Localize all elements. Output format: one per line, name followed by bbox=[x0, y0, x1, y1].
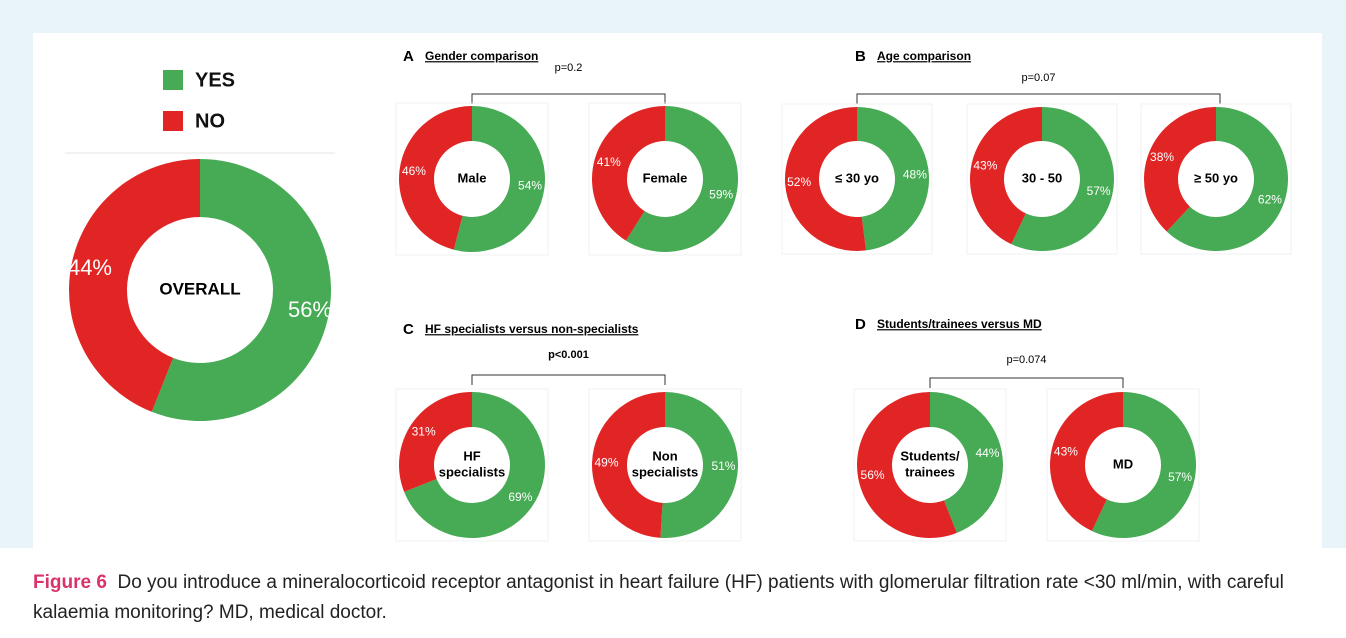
bracket bbox=[471, 93, 666, 104]
value-label: 57% bbox=[1168, 470, 1192, 484]
donut-slice bbox=[857, 107, 930, 251]
center-label: MD bbox=[1113, 456, 1133, 471]
value-label: 54% bbox=[518, 179, 542, 193]
donut-slice bbox=[930, 392, 1003, 533]
value-label: 41% bbox=[597, 155, 621, 169]
center-label: 30 - 50 bbox=[1022, 170, 1062, 185]
center-label: specialists bbox=[632, 464, 699, 479]
donut-slice bbox=[1166, 107, 1289, 251]
center-label: Female bbox=[643, 170, 688, 185]
value-label: 38% bbox=[1150, 150, 1174, 164]
value-label: 46% bbox=[402, 164, 426, 178]
donut-slice bbox=[591, 392, 665, 538]
panel-frame bbox=[853, 388, 1007, 542]
donut-slice bbox=[453, 106, 545, 252]
center-label: Male bbox=[458, 170, 487, 185]
legend-label: NO bbox=[195, 110, 225, 132]
bracket bbox=[856, 93, 1221, 104]
panel-frame bbox=[588, 102, 742, 256]
donut-slice bbox=[1144, 107, 1216, 232]
donut-slice bbox=[660, 392, 738, 538]
value-label: 44% bbox=[975, 446, 999, 460]
panel-title: HF specialists versus non-specialists bbox=[425, 322, 639, 336]
p-value: p=0.074 bbox=[1006, 354, 1046, 366]
value-label: 51% bbox=[711, 459, 735, 473]
legend-swatch bbox=[163, 70, 183, 90]
panel-frame bbox=[781, 103, 933, 255]
figure: YES NO A Gender comparison p=0.2 B Age compari… bbox=[0, 0, 1346, 548]
donut-slice bbox=[625, 106, 738, 252]
panel-title: Gender comparison bbox=[425, 49, 538, 63]
legend-label: YES bbox=[195, 69, 235, 91]
donut-slice bbox=[856, 392, 957, 538]
donut-slice bbox=[398, 392, 472, 492]
value-label: 56% bbox=[861, 468, 885, 482]
p-value: p=0.2 bbox=[555, 62, 583, 74]
chart: YES NO A Gender comparison p=0.2 B Age compari… bbox=[33, 33, 1322, 548]
value-label: 62% bbox=[1258, 193, 1282, 207]
panel-letter: A bbox=[403, 48, 414, 65]
caption: Figure 6 Do you introduce a mineralocort… bbox=[33, 568, 1323, 628]
donut-slice bbox=[151, 159, 331, 421]
panel-title: Students/trainees versus MD bbox=[877, 317, 1042, 331]
value-label: 43% bbox=[973, 159, 997, 173]
panel-frame bbox=[1046, 388, 1200, 542]
donut-slice bbox=[1091, 392, 1197, 538]
donut-slice bbox=[1011, 107, 1114, 251]
panel-frame bbox=[588, 388, 742, 542]
value-label: 69% bbox=[508, 490, 532, 504]
panel-frame bbox=[395, 102, 549, 256]
legend-swatch bbox=[163, 111, 183, 131]
caption-label: Figure 6 bbox=[33, 572, 107, 593]
center-label: ≤ 30 yo bbox=[835, 170, 879, 185]
center-label: OVERALL bbox=[159, 279, 240, 298]
donut-slice bbox=[1050, 392, 1123, 532]
panel-frame bbox=[395, 388, 549, 542]
p-value: p<0.001 bbox=[548, 349, 589, 361]
panel-frame bbox=[1140, 103, 1292, 255]
center-label: HF bbox=[463, 448, 480, 463]
donut-slice bbox=[591, 106, 665, 241]
value-label: 49% bbox=[595, 455, 619, 469]
panel-letter: B bbox=[855, 48, 866, 65]
caption-text: Do you introduce a mineralocorticoid rec… bbox=[33, 572, 1284, 623]
donut-slice bbox=[785, 107, 867, 251]
bracket bbox=[471, 374, 666, 385]
value-label: 56% bbox=[288, 297, 332, 322]
value-label: 59% bbox=[709, 187, 733, 201]
donut-slice bbox=[68, 159, 200, 412]
value-label: 48% bbox=[903, 168, 927, 182]
bracket bbox=[929, 377, 1124, 388]
donut-slice bbox=[404, 392, 545, 538]
panel-title: Age comparison bbox=[877, 49, 971, 63]
p-value: p=0.07 bbox=[1022, 72, 1056, 84]
center-label: trainees bbox=[905, 464, 955, 479]
donut-slice bbox=[399, 106, 472, 250]
value-label: 44% bbox=[68, 255, 112, 280]
panel-letter: C bbox=[403, 321, 414, 338]
center-label: Non bbox=[652, 448, 677, 463]
donut-slice bbox=[970, 107, 1042, 245]
center-label: ≥ 50 yo bbox=[1194, 170, 1238, 185]
value-label: 52% bbox=[787, 175, 811, 189]
value-label: 43% bbox=[1054, 444, 1078, 458]
panel-frame bbox=[966, 103, 1118, 255]
value-label: 57% bbox=[1087, 184, 1111, 198]
value-label: 31% bbox=[412, 424, 436, 438]
panel-letter: D bbox=[855, 316, 866, 333]
center-label: specialists bbox=[439, 464, 506, 479]
center-label: Students/ bbox=[900, 448, 960, 463]
